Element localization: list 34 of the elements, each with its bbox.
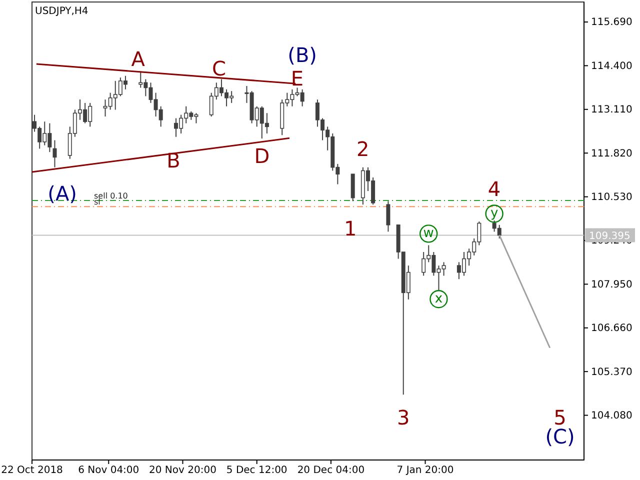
candlestick [52,140,57,168]
annotation: (B) [288,42,317,67]
y-tick-label: 107.950 [591,279,632,290]
annotation: y [490,206,498,222]
annotation: C [212,56,226,81]
x-tick-label: 5 Dec 12:00 [226,465,288,476]
y-tick-label: 110.530 [591,192,632,203]
annotation: A [131,46,146,71]
annotation: x [434,292,443,307]
y-tick-label: 115.690 [591,17,632,28]
annotation: 3 [397,405,410,430]
y-tick-label: 106.660 [591,323,632,334]
x-tick-label: 20 Nov 20:00 [149,465,216,476]
ref-line-label: sl [94,198,100,207]
annotation: 1 [344,216,357,241]
candlestick [386,200,390,232]
annotation: E [290,66,304,91]
annotation: (A) [48,182,77,206]
annotation: 4 [488,177,501,201]
y-tick-label: 104.080 [591,410,632,422]
x-tick-label: 7 Jan 20:00 [396,465,454,476]
y-tick-label: 105.370 [591,366,632,378]
x-tick-label: 22 Oct 2018 [1,465,63,476]
x-tick-label: 6 Nov 04:00 [78,465,140,476]
y-tick-label: 113.110 [591,104,632,116]
chart-title: USDJPY,H4 [35,6,88,17]
annotation: D [254,144,270,168]
ref-line-label: 109.395 [589,231,630,242]
y-tick-label: 114.400 [591,60,632,72]
y-tick-label: 111.820 [591,148,632,160]
x-tick-label: 20 Dec 04:00 [297,465,365,476]
annotation: w [423,226,434,242]
annotation: 2 [356,137,370,162]
candlestick [350,174,355,202]
